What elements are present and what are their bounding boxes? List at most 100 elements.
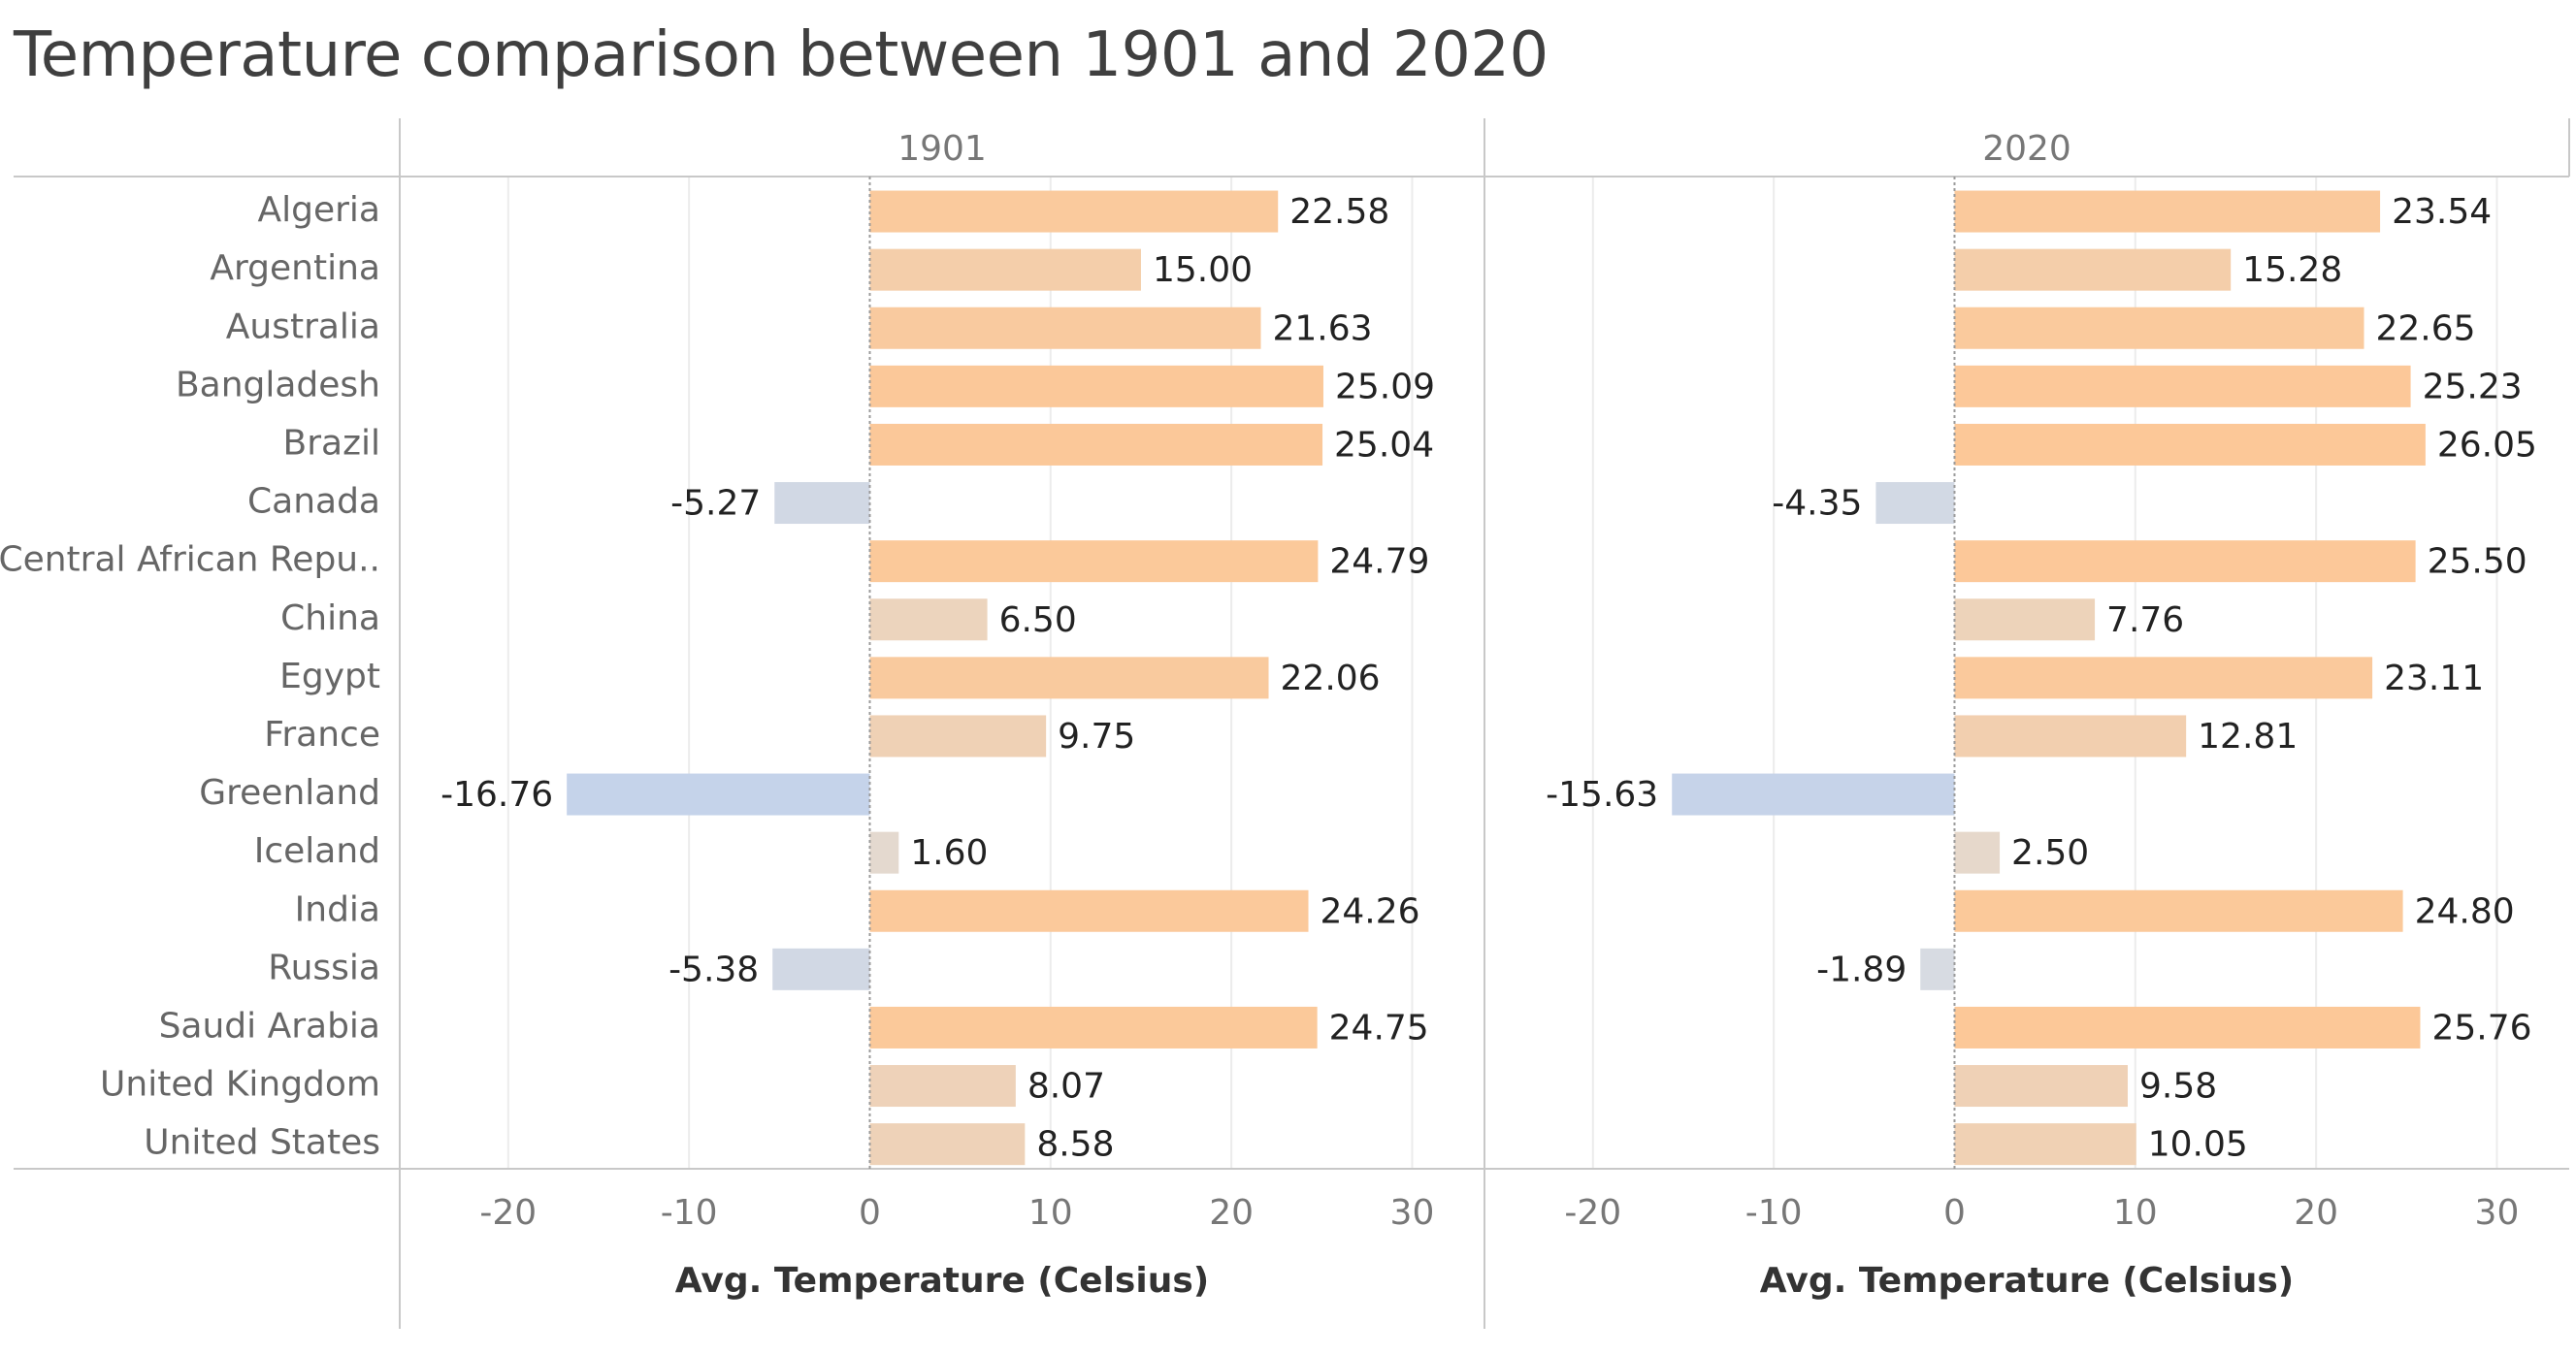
row-label-united-kingdom: United Kingdom [100,1065,380,1105]
bar-2020-india [1954,889,2403,932]
value-label-2020-australia: 22.65 [2376,308,2476,348]
bar-1901-iceland [869,831,899,874]
bar-1901-united-states [869,1123,1026,1166]
value-label-2020-greenland: -15.63 [1546,775,1658,815]
bar-2020-france [1954,715,2187,758]
value-label-2020-brazil: 26.05 [2437,425,2537,465]
bar-1901-canada [774,482,870,525]
bar-1901-saudi-arabia [869,1006,1318,1049]
bar-2020-united-kingdom [1954,1065,2128,1108]
panel-title-2020: 2020 [1982,129,2071,169]
row-label-united-states: United States [144,1123,380,1163]
bar-2020-iceland [1954,831,2001,874]
bar-2020-central-african-repu [1954,540,2416,583]
value-label-1901-canada: -5.27 [670,484,761,524]
tick-label-1901-20: 20 [1209,1193,1254,1233]
value-label-1901-australia: 21.63 [1273,308,1373,348]
row-label-canada: Canada [247,482,380,522]
tick-label-2020-30: 30 [2475,1193,2520,1233]
bar-2020-china [1954,598,2096,641]
value-label-1901-france: 9.75 [1058,717,1135,757]
row-label-france: France [264,715,380,755]
tick-label-2020-20: 20 [2294,1193,2338,1233]
row-labels: Algeria Argentina Australia Bangladesh Brazi… [0,190,380,1163]
row-label-argentina: Argentina [210,248,380,288]
bar-2020-brazil [1954,423,2426,466]
axis-title-1901: Avg. Temperature (Celsius) [675,1261,1209,1301]
value-label-1901-egypt: 22.06 [1281,659,1381,698]
bar-2020-argentina [1954,248,2232,291]
value-label-2020-india: 24.80 [2415,891,2515,931]
bar-1901-bangladesh [869,365,1323,407]
bar-1901-france [869,715,1047,758]
row-label-australia: Australia [226,306,380,346]
bar-2020-canada [1875,482,1955,525]
bar-2020-greenland [1672,773,1955,816]
tick-label-2020-20: -20 [1564,1193,1621,1233]
bar-1901-australia [869,306,1261,349]
row-label-india: India [295,889,380,929]
bar-2020-saudi-arabia [1954,1006,2421,1049]
panel-1901: 1901 22.58 15.00 21.63 25.09 25.04 -5.27 24.79 6… [440,129,1435,1301]
value-label-2020-china: 7.76 [2106,600,2184,640]
bar-1901-greenland [567,773,870,816]
value-label-2020-argentina: 15.28 [2242,250,2342,290]
panel-title-1901: 1901 [897,129,987,169]
value-label-2020-united-states: 10.05 [2148,1125,2248,1165]
row-label-china: China [280,598,380,638]
value-label-2020-iceland: 2.50 [2011,833,2089,873]
tick-label-1901-20: -20 [479,1193,537,1233]
value-label-2020-egypt: 23.11 [2384,659,2484,698]
bar-1901-algeria [869,190,1279,233]
value-label-1901-brazil: 25.04 [1334,425,1434,465]
value-label-1901-central-african-repu: 24.79 [1329,542,1429,582]
panels: 1901 22.58 15.00 21.63 25.09 25.04 -5.27 24.79 6… [440,129,2537,1301]
bar-2020-egypt [1954,657,2373,699]
bar-1901-egypt [869,657,1269,699]
panel-2020: 2020 23.54 15.28 22.65 25.23 26.05 -4.35 25.50 7… [1546,129,2537,1301]
row-label-central-african-repu: Central African Repu.. [0,540,380,580]
tick-label-1901-0: 0 [859,1193,881,1233]
row-label-saudi-arabia: Saudi Arabia [159,1006,380,1046]
value-label-1901-iceland: 1.60 [910,833,988,873]
axis-title-2020: Avg. Temperature (Celsius) [1760,1261,2294,1301]
tick-label-2020-10: -10 [1745,1193,1803,1233]
value-label-1901-united-kingdom: 8.07 [1027,1067,1105,1107]
bar-1901-india [869,889,1309,932]
value-label-2020-united-kingdom: 9.58 [2139,1067,2217,1107]
row-label-bangladesh: Bangladesh [176,365,380,404]
value-label-2020-saudi-arabia: 25.76 [2431,1008,2531,1048]
value-label-2020-russia: -1.89 [1816,950,1907,989]
bar-2020-russia [1920,948,1955,990]
value-label-1901-china: 6.50 [999,600,1077,640]
tick-label-2020-0: 0 [1943,1193,1966,1233]
row-label-algeria: Algeria [258,190,381,230]
row-label-russia: Russia [268,948,380,987]
bar-1901-central-african-repu [869,540,1319,583]
value-label-1901-india: 24.26 [1321,891,1420,931]
tick-label-1901-10: 10 [1028,1193,1073,1233]
tick-label-1901-10: -10 [661,1193,718,1233]
value-label-1901-saudi-arabia: 24.75 [1329,1008,1429,1048]
value-label-2020-bangladesh: 25.23 [2423,367,2523,406]
row-label-brazil: Brazil [283,423,380,463]
bar-1901-china [869,598,988,641]
value-label-2020-algeria: 23.54 [2392,192,2492,232]
bar-1901-united-kingdom [869,1065,1016,1108]
page-title: Temperature comparison between 1901 and … [14,19,1549,91]
bar-1901-brazil [869,423,1323,466]
bar-2020-united-states [1954,1123,2136,1166]
value-label-1901-algeria: 22.58 [1289,192,1389,232]
value-label-1901-bangladesh: 25.09 [1335,367,1435,406]
bar-2020-bangladesh [1954,365,2411,407]
value-label-1901-united-states: 8.58 [1036,1125,1114,1165]
chart-frame [14,118,2570,1329]
value-label-1901-russia: -5.38 [668,950,759,989]
row-label-greenland: Greenland [199,773,380,813]
tick-label-1901-30: 30 [1390,1193,1435,1233]
bar-2020-algeria [1954,190,2381,233]
value-label-2020-central-african-repu: 25.50 [2428,542,2527,582]
value-label-2020-canada: -4.35 [1772,484,1862,524]
value-label-2020-france: 12.81 [2198,717,2298,757]
